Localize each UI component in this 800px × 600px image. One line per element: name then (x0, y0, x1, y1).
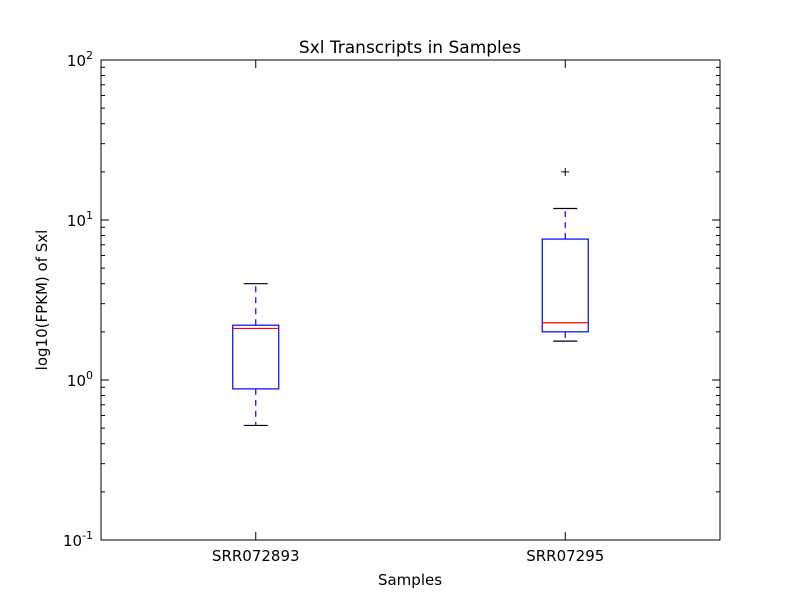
x-axis-label: Samples (378, 571, 442, 589)
y-tick-label: 10-1 (63, 529, 93, 550)
x-tick-label: SRR07295 (526, 547, 604, 565)
chart-title: Sxl Transcripts in Samples (299, 38, 521, 58)
x-tick-label: SRR072893 (212, 547, 300, 565)
box-iqr (541, 238, 589, 333)
box-iqr (232, 324, 280, 390)
plot-area: 10-1 100 101 102 SRR072893 SRR07295 (63, 49, 721, 565)
axes-frame (100, 59, 721, 541)
y-tick-label: 102 (67, 49, 93, 70)
y-axis-label: log10(FPKM) of Sxl (33, 230, 51, 371)
y-tick-label: 100 (67, 369, 93, 390)
outlier-point (561, 167, 570, 176)
y-tick-label: 101 (67, 209, 93, 230)
